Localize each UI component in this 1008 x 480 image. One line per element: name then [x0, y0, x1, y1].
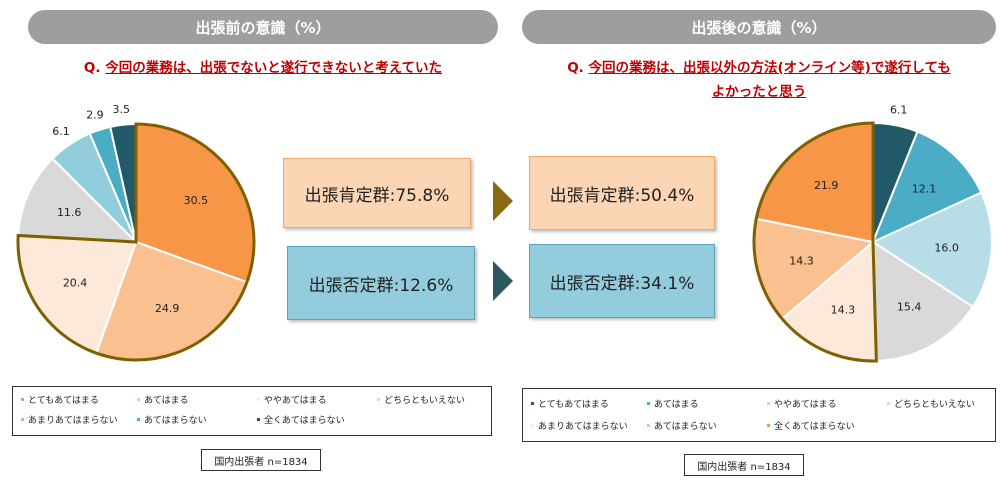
legend-label: あてはまらない	[654, 422, 717, 432]
legend-left: とてもあてはまる あてはまる ややあてはまる どちらともいえないあまりあてはまらない あ…	[12, 386, 492, 436]
legend-item: とてもあてはまる	[21, 393, 99, 406]
data-label: 2.9	[86, 108, 104, 121]
legend-item: ややあてはまる	[767, 397, 837, 410]
legend-item: ややあてはまる	[257, 393, 327, 406]
data-label: 21.9	[814, 179, 839, 192]
data-label: 3.5	[113, 103, 131, 116]
legend-label: ややあてはまる	[264, 396, 327, 406]
legend-swatch	[647, 402, 650, 405]
right-question: Q. 今回の業務は、出張以外の方法(オンライン等)で遂行しても よかったと思う	[522, 56, 996, 104]
right-question-text-1: 今回の業務は、出張以外の方法(オンライン等)で遂行しても	[588, 60, 951, 76]
highlight-outline	[16, 122, 256, 362]
data-label: 12.1	[912, 183, 937, 196]
data-label: 16.0	[934, 241, 959, 254]
legend-label: とてもあてはまる	[28, 396, 99, 406]
legend-swatch	[377, 398, 380, 401]
legend-item: どちらともいえない	[887, 397, 975, 410]
data-label: 14.3	[831, 303, 856, 316]
legend-label: あまりあてはまらない	[538, 422, 628, 432]
after-positive-box: 出張肯定群:50.4%	[529, 156, 715, 230]
legend-swatch	[257, 398, 260, 401]
legend-item: 全くあてはまらない	[257, 413, 345, 426]
left-header: 出張前の意識（%）	[28, 10, 498, 44]
right-header: 出張後の意識（%）	[522, 10, 996, 44]
left-question-prefix: Q.	[83, 60, 101, 76]
left-question-text: 今回の業務は、出張でないと遂行できないと考えていた	[105, 60, 443, 76]
legend-swatch	[137, 418, 140, 421]
legend-item: とてもあてはまる	[531, 397, 609, 410]
legend-label: あまりあてはまらない	[28, 416, 118, 426]
legend-right: とてもあてはまる あてはまる ややあてはまる どちらともいえないあまりあてはまらない あ…	[522, 388, 996, 442]
data-label: 24.9	[155, 302, 180, 315]
legend-item: あまりあてはまらない	[531, 419, 628, 432]
legend-label: どちらともいえない	[894, 400, 975, 410]
before-negative-box: 出張否定群:12.6%	[287, 246, 475, 320]
legend-swatch	[531, 424, 534, 427]
legend-swatch	[647, 424, 650, 427]
data-label: 15.4	[897, 300, 922, 313]
data-label: 6.1	[52, 125, 70, 138]
pie-slice	[870, 191, 993, 309]
data-label: 30.5	[184, 194, 209, 207]
legend-label: あてはまる	[144, 396, 189, 406]
pie-slice	[871, 240, 975, 362]
highlight-outline	[752, 121, 878, 363]
before-positive-box: 出張肯定群:75.8%	[283, 158, 471, 228]
legend-label: あてはまる	[654, 400, 699, 410]
legend-swatch	[257, 418, 260, 421]
legend-swatch	[21, 398, 24, 401]
legend-swatch	[767, 424, 770, 427]
legend-item: あてはまる	[647, 397, 699, 410]
after-negative-box: 出張否定群:34.1%	[529, 244, 715, 318]
legend-label: どちらともいえない	[384, 396, 465, 406]
sample-size-note-left: 国内出張者 n=1834	[201, 449, 321, 471]
legend-item: 全くあてはまらない	[767, 419, 855, 432]
legend-item: どちらともいえない	[377, 393, 465, 406]
legend-label: 全くあてはまらない	[774, 422, 855, 432]
legend-item: あまりあてはまらない	[21, 413, 118, 426]
legend-label: とてもあてはまる	[538, 400, 609, 410]
legend-label: ややあてはまる	[774, 400, 837, 410]
legend-swatch	[531, 402, 534, 405]
legend-item: あてはまる	[137, 393, 189, 406]
arrow-right-icon	[493, 181, 513, 221]
legend-item: あてはまらない	[137, 413, 207, 426]
legend-label: あてはまらない	[144, 416, 207, 426]
legend-swatch	[887, 402, 890, 405]
pie-slice	[17, 157, 139, 244]
data-label: 11.6	[57, 206, 82, 219]
left-question: Q. 今回の業務は、出張でないと遂行できないと考えていた	[28, 56, 498, 80]
data-label: 20.4	[63, 276, 88, 289]
data-label: 6.1	[890, 103, 908, 116]
legend-swatch	[21, 418, 24, 421]
pie-slice	[871, 130, 983, 244]
legend-item: あてはまらない	[647, 419, 717, 432]
legend-label: 全くあてはまらない	[264, 416, 345, 426]
legend-swatch	[137, 398, 140, 401]
arrow-right-icon	[493, 261, 513, 301]
right-question-prefix: Q.	[567, 60, 584, 76]
sample-size-note-right: 国内出張者 n=1834	[684, 454, 804, 476]
legend-swatch	[767, 402, 770, 405]
right-question-text-2: よかったと思う	[711, 84, 807, 100]
data-label: 14.3	[789, 254, 814, 267]
